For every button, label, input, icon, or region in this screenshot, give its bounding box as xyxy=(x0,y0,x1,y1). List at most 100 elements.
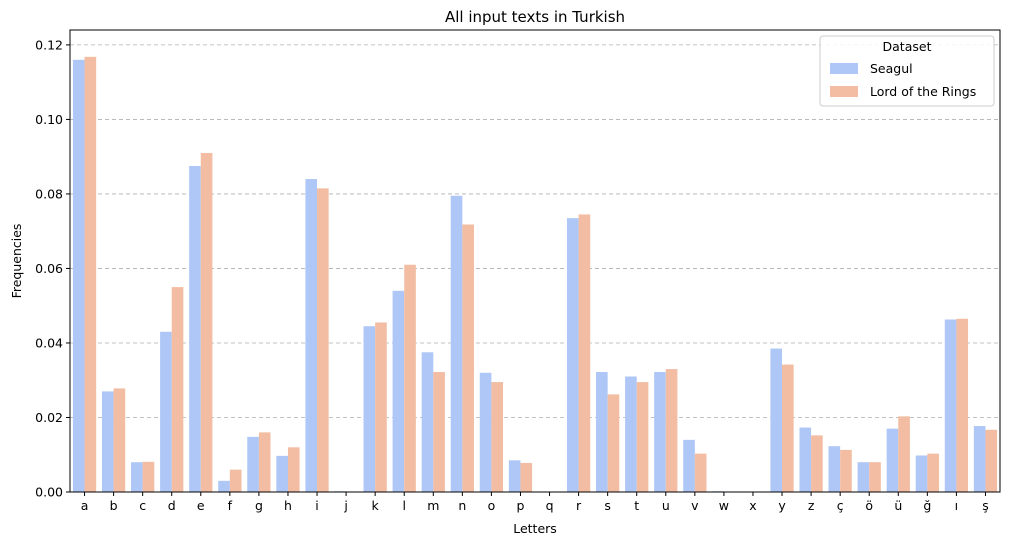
bar-lord-of-the-rings xyxy=(462,224,474,492)
x-tick-label: k xyxy=(372,498,380,513)
bar-seagul xyxy=(73,60,85,492)
x-tick-label: w xyxy=(719,498,729,513)
bar-lord-of-the-rings xyxy=(433,372,445,492)
bar-seagul xyxy=(509,460,521,492)
y-tick-label: 0.00 xyxy=(35,485,63,500)
x-tick-label: a xyxy=(81,498,89,513)
bar-lord-of-the-rings xyxy=(811,435,823,492)
bar-lord-of-the-rings xyxy=(259,432,271,492)
x-tick-label: ö xyxy=(865,498,873,513)
bar-lord-of-the-rings xyxy=(869,462,881,492)
bar-seagul xyxy=(625,377,637,493)
bar-seagul xyxy=(974,426,986,492)
x-tick-label: q xyxy=(546,498,554,513)
y-tick-label: 0.04 xyxy=(35,335,63,350)
x-tick-label: y xyxy=(778,498,786,513)
x-tick-label: g xyxy=(255,498,263,513)
bar-lord-of-the-rings xyxy=(491,382,503,492)
bar-lord-of-the-rings xyxy=(404,265,416,492)
bar-seagul xyxy=(422,352,434,492)
bar-seagul xyxy=(276,456,288,492)
bar-seagul xyxy=(887,429,899,492)
bar-lord-of-the-rings xyxy=(143,462,155,492)
x-tick-label: u xyxy=(662,498,670,513)
x-tick-label: ş xyxy=(982,498,989,513)
x-tick-label: n xyxy=(458,498,466,513)
y-tick-label: 0.06 xyxy=(35,261,63,276)
bar-lord-of-the-rings xyxy=(666,369,678,492)
bar-lord-of-the-rings xyxy=(927,454,939,492)
y-tick-label: 0.12 xyxy=(35,37,63,52)
x-tick-label: l xyxy=(402,498,405,513)
bar-seagul xyxy=(160,332,172,492)
legend-title: Dataset xyxy=(883,39,932,54)
bar-lord-of-the-rings xyxy=(317,188,329,492)
bar-seagul xyxy=(770,349,782,492)
bar-lord-of-the-rings xyxy=(782,365,794,492)
legend-label-seagul: Seagul xyxy=(870,61,913,76)
x-tick-label: o xyxy=(488,498,496,513)
bar-lord-of-the-rings xyxy=(695,454,707,492)
bar-seagul xyxy=(218,481,230,492)
bar-lord-of-the-rings xyxy=(201,153,213,492)
legend-swatch-lord-of-the-rings xyxy=(830,86,858,97)
x-tick-label: v xyxy=(691,498,699,513)
bar-seagul xyxy=(799,428,811,492)
bar-lord-of-the-rings xyxy=(520,463,532,492)
x-tick-label: f xyxy=(228,498,233,513)
bar-seagul xyxy=(131,462,143,492)
x-tick-label: d xyxy=(168,498,176,513)
x-tick-label: j xyxy=(343,498,347,513)
bar-lord-of-the-rings xyxy=(114,388,126,492)
y-tick-label: 0.02 xyxy=(35,410,63,425)
bar-lord-of-the-rings xyxy=(85,57,97,492)
bar-lord-of-the-rings xyxy=(608,394,620,492)
x-tick-label: t xyxy=(634,498,639,513)
legend-swatch-seagul xyxy=(830,63,858,74)
bar-seagul xyxy=(829,446,841,492)
legend: Dataset Seagul Lord of the Rings xyxy=(820,36,994,106)
y-axis-label: Frequencies xyxy=(9,224,24,299)
bar-seagul xyxy=(683,440,695,492)
bar-lord-of-the-rings xyxy=(637,382,649,492)
x-tick-label: m xyxy=(427,498,439,513)
x-tick-label: ı xyxy=(955,498,958,513)
bar-lord-of-the-rings xyxy=(840,450,852,492)
x-tick-label: ğ xyxy=(923,498,931,513)
x-tick-label: c xyxy=(139,498,146,513)
bar-lord-of-the-rings xyxy=(172,287,184,492)
bar-lord-of-the-rings xyxy=(230,470,242,492)
x-tick-label: z xyxy=(808,498,815,513)
x-tick-label: h xyxy=(284,498,292,513)
bar-seagul xyxy=(247,437,259,492)
bar-seagul xyxy=(480,373,492,492)
x-tick-label: p xyxy=(517,498,525,513)
chart-title: All input texts in Turkish xyxy=(445,8,625,26)
bar-lord-of-the-rings xyxy=(375,322,387,492)
bar-seagul xyxy=(364,326,376,492)
bar-lord-of-the-rings xyxy=(956,319,968,492)
x-tick-label: ç xyxy=(837,498,844,513)
x-tick-label: ü xyxy=(894,498,902,513)
bar-seagul xyxy=(596,372,608,492)
bar-seagul xyxy=(451,196,463,492)
legend-label-lord-of-the-rings: Lord of the Rings xyxy=(870,84,976,99)
bar-lord-of-the-rings xyxy=(985,430,997,492)
x-tick-label: i xyxy=(315,498,318,513)
x-axis-label: Letters xyxy=(513,521,557,536)
bar-seagul xyxy=(916,455,928,492)
bar-lord-of-the-rings xyxy=(288,447,300,492)
x-tick-label: x xyxy=(749,498,756,513)
bar-lord-of-the-rings xyxy=(579,214,591,492)
bar-lord-of-the-rings xyxy=(898,416,910,492)
x-tick-label: b xyxy=(110,498,118,513)
bar-seagul xyxy=(102,391,114,492)
bar-seagul xyxy=(305,179,317,492)
bar-seagul xyxy=(393,291,405,492)
x-tick-label: e xyxy=(197,498,205,513)
bar-seagul xyxy=(189,166,201,492)
bar-seagul xyxy=(945,319,957,492)
x-tick-label: r xyxy=(576,498,582,513)
